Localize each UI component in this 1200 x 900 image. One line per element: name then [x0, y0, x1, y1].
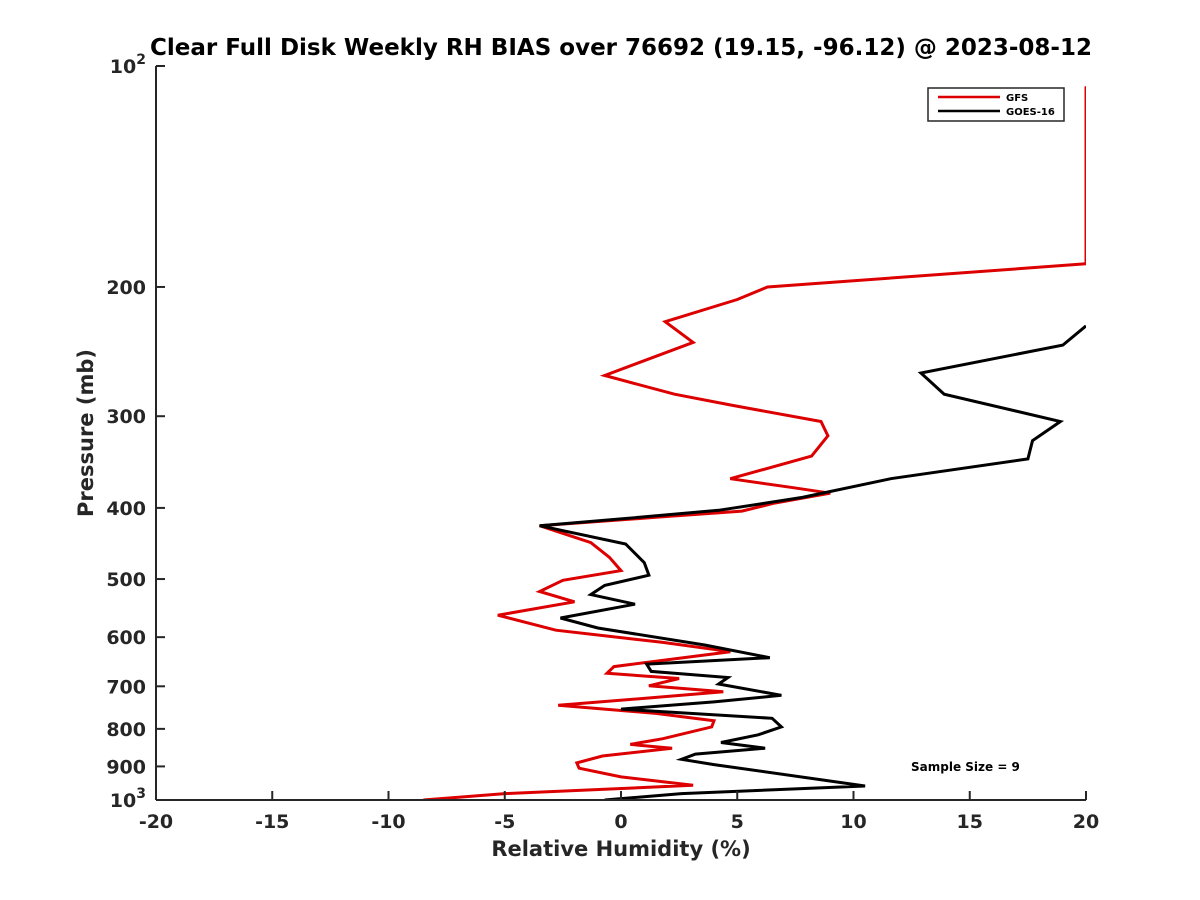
x-tick-label: 5 — [731, 811, 744, 833]
y-tick-label: 900 — [106, 756, 146, 778]
legend: GFS GOES-16 — [927, 87, 1065, 122]
y-tick-label: 600 — [106, 627, 146, 649]
x-tick-label: 15 — [957, 811, 983, 833]
series-line-goes-16 — [539, 324, 1086, 800]
x-tick-label: -20 — [139, 811, 173, 833]
y-tick-label: 300 — [106, 406, 146, 428]
y-tick-label: 200 — [106, 277, 146, 299]
x-tick-label: 10 — [840, 811, 866, 833]
y-tick-label: 102 — [110, 52, 146, 78]
x-tick-label: -15 — [255, 811, 289, 833]
x-tick-label: -5 — [494, 811, 515, 833]
y-axis-label: Pressure (mb) — [74, 349, 98, 517]
legend-label-goes-16: GOES-16 — [1006, 107, 1055, 118]
x-tick-label: 20 — [1073, 811, 1099, 833]
y-tick-label: 700 — [106, 676, 146, 698]
legend-box — [927, 87, 1065, 122]
chart-title: Clear Full Disk Weekly RH BIAS over 7669… — [150, 35, 1092, 61]
series-line-gfs — [423, 85, 1086, 800]
y-tick-label: 103 — [110, 786, 146, 812]
y-tick-label: 800 — [106, 719, 146, 741]
sample-size-annotation: Sample Size = 9 — [911, 760, 1020, 774]
x-axis-label: Relative Humidity (%) — [491, 837, 750, 861]
x-tick-label: 0 — [614, 811, 627, 833]
x-tick-label: -10 — [371, 811, 405, 833]
y-tick-label: 500 — [106, 569, 146, 591]
y-tick-label: 400 — [106, 498, 146, 520]
legend-label-gfs: GFS — [1006, 93, 1028, 104]
